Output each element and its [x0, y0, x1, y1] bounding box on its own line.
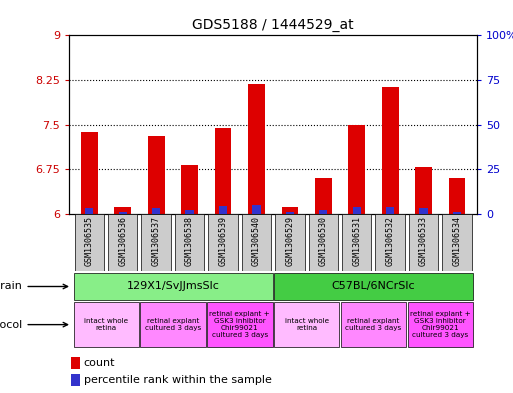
- Bar: [286, 211, 294, 214]
- FancyBboxPatch shape: [73, 274, 272, 299]
- FancyBboxPatch shape: [207, 302, 272, 347]
- Bar: [185, 210, 194, 214]
- Text: protocol: protocol: [0, 320, 68, 330]
- Bar: [352, 207, 361, 214]
- Bar: [248, 84, 265, 214]
- Title: GDS5188 / 1444529_at: GDS5188 / 1444529_at: [192, 18, 354, 31]
- Text: GSM1306536: GSM1306536: [118, 216, 127, 266]
- Text: GSM1306533: GSM1306533: [419, 216, 428, 266]
- FancyBboxPatch shape: [376, 214, 405, 271]
- Text: count: count: [84, 358, 115, 368]
- Text: C57BL/6NCrSlc: C57BL/6NCrSlc: [331, 281, 415, 292]
- Text: GSM1306529: GSM1306529: [285, 216, 294, 266]
- Text: GSM1306538: GSM1306538: [185, 216, 194, 266]
- Bar: [386, 207, 394, 214]
- FancyBboxPatch shape: [208, 214, 238, 271]
- FancyBboxPatch shape: [275, 214, 305, 271]
- Bar: [420, 208, 428, 214]
- Text: intact whole
retina: intact whole retina: [285, 318, 329, 331]
- Text: strain: strain: [0, 281, 68, 292]
- Bar: [71, 374, 80, 386]
- FancyBboxPatch shape: [442, 214, 472, 271]
- FancyBboxPatch shape: [274, 274, 473, 299]
- Text: GSM1306530: GSM1306530: [319, 216, 328, 266]
- Bar: [214, 128, 231, 214]
- Bar: [181, 165, 198, 214]
- FancyBboxPatch shape: [408, 302, 473, 347]
- Text: GSM1306539: GSM1306539: [219, 216, 228, 266]
- Bar: [348, 125, 365, 214]
- Text: GSM1306537: GSM1306537: [152, 216, 161, 266]
- Bar: [152, 208, 161, 214]
- Bar: [71, 357, 80, 369]
- Text: GSM1306531: GSM1306531: [352, 216, 361, 266]
- FancyBboxPatch shape: [341, 302, 406, 347]
- FancyBboxPatch shape: [242, 214, 271, 271]
- Bar: [449, 178, 465, 214]
- Text: intact whole
retina: intact whole retina: [84, 318, 128, 331]
- Bar: [319, 210, 327, 214]
- Text: GSM1306532: GSM1306532: [386, 216, 394, 266]
- Text: retinal explant
cultured 3 days: retinal explant cultured 3 days: [145, 318, 201, 331]
- FancyBboxPatch shape: [409, 214, 438, 271]
- Text: retinal explant
cultured 3 days: retinal explant cultured 3 days: [345, 318, 402, 331]
- Text: percentile rank within the sample: percentile rank within the sample: [84, 375, 271, 385]
- Bar: [81, 132, 97, 214]
- Bar: [114, 207, 131, 214]
- Bar: [148, 136, 165, 214]
- Bar: [315, 178, 332, 214]
- FancyBboxPatch shape: [108, 214, 137, 271]
- Text: retinal explant +
GSK3 inhibitor
Chir99021
cultured 3 days: retinal explant + GSK3 inhibitor Chir990…: [209, 311, 270, 338]
- FancyBboxPatch shape: [142, 214, 171, 271]
- FancyBboxPatch shape: [274, 302, 340, 347]
- Text: GSM1306540: GSM1306540: [252, 216, 261, 266]
- FancyBboxPatch shape: [73, 302, 139, 347]
- Bar: [382, 86, 399, 214]
- FancyBboxPatch shape: [141, 302, 206, 347]
- Bar: [252, 205, 261, 214]
- FancyBboxPatch shape: [175, 214, 204, 271]
- Text: retinal explant +
GSK3 inhibitor
Chir99021
cultured 3 days: retinal explant + GSK3 inhibitor Chir990…: [410, 311, 471, 338]
- Text: GSM1306534: GSM1306534: [452, 216, 462, 266]
- Bar: [415, 167, 432, 214]
- FancyBboxPatch shape: [309, 214, 338, 271]
- FancyBboxPatch shape: [342, 214, 371, 271]
- Bar: [85, 208, 93, 214]
- Bar: [219, 206, 227, 214]
- Text: 129X1/SvJJmsSlc: 129X1/SvJJmsSlc: [126, 281, 220, 292]
- Bar: [453, 211, 461, 214]
- FancyBboxPatch shape: [74, 214, 104, 271]
- Bar: [282, 207, 298, 214]
- Bar: [119, 211, 127, 214]
- Text: GSM1306535: GSM1306535: [85, 216, 94, 266]
